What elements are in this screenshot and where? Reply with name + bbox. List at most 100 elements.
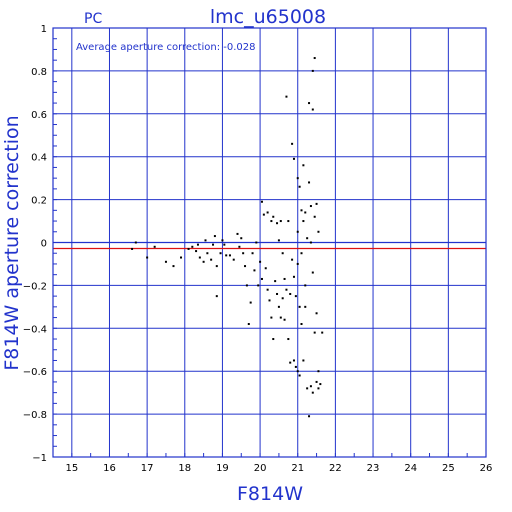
data-point xyxy=(315,312,318,315)
data-point xyxy=(300,323,303,326)
data-point xyxy=(277,239,280,242)
data-point xyxy=(294,295,297,298)
data-point xyxy=(266,211,269,214)
data-point xyxy=(309,385,312,388)
data-point xyxy=(315,380,318,383)
data-point xyxy=(285,95,288,98)
data-point xyxy=(298,305,301,308)
data-point xyxy=(213,235,216,238)
data-point xyxy=(260,200,263,203)
x-tick-label: 24 xyxy=(404,463,417,474)
data-point xyxy=(206,252,209,255)
data-point xyxy=(292,359,295,362)
data-point xyxy=(291,258,294,261)
data-point xyxy=(238,245,241,248)
data-point xyxy=(315,202,318,205)
data-point xyxy=(281,252,284,255)
x-tick-label: 17 xyxy=(141,463,154,474)
data-point xyxy=(212,243,215,246)
data-point xyxy=(255,241,258,244)
data-point xyxy=(279,316,282,319)
data-point xyxy=(272,215,275,218)
data-point xyxy=(319,383,322,386)
x-tick-label: 21 xyxy=(291,463,304,474)
data-point xyxy=(281,297,284,300)
data-point xyxy=(291,142,294,145)
corner-label: PC xyxy=(84,11,102,27)
data-point xyxy=(311,69,314,72)
data-point xyxy=(292,275,295,278)
y-tick-label: 0.2 xyxy=(31,196,47,207)
data-point xyxy=(228,254,231,257)
plot-frame xyxy=(52,27,487,458)
data-point xyxy=(191,245,194,248)
data-point xyxy=(296,230,299,233)
average-annotation: Average aperture correction: -0.028 xyxy=(76,42,256,53)
data-point xyxy=(187,247,190,250)
data-point xyxy=(289,292,292,295)
data-point xyxy=(304,211,307,214)
data-point xyxy=(302,359,305,362)
data-point xyxy=(223,243,226,246)
data-point xyxy=(257,284,260,287)
x-tick-label: 25 xyxy=(442,463,455,474)
data-point xyxy=(285,288,288,291)
y-tick-label: 0 xyxy=(41,239,47,250)
data-point xyxy=(289,361,292,364)
axis-ticks: 15 16 17 18 19 20 21 22 23 24 25 26 1 0.8 0.6 0.4 0.2 0 −0… xyxy=(23,24,493,474)
data-point xyxy=(309,205,312,208)
y-tick-label: −0.6 xyxy=(23,367,47,378)
data-point xyxy=(311,391,314,394)
data-point xyxy=(215,295,218,298)
data-point xyxy=(277,305,280,308)
data-point xyxy=(298,374,301,377)
data-point xyxy=(300,209,303,212)
data-point xyxy=(266,288,269,291)
data-point xyxy=(276,222,279,225)
y-tick-label: 0.4 xyxy=(31,153,47,164)
data-point xyxy=(300,252,303,255)
data-point xyxy=(253,269,256,272)
data-point xyxy=(251,252,254,255)
y-tick-label: 0.8 xyxy=(31,67,47,78)
data-point xyxy=(311,271,314,274)
data-point xyxy=(279,220,282,223)
data-point xyxy=(146,256,149,259)
data-point xyxy=(164,260,167,263)
data-point xyxy=(221,239,224,242)
data-point xyxy=(131,247,134,250)
data-point xyxy=(270,316,273,319)
data-point xyxy=(304,284,307,287)
data-point xyxy=(304,305,307,308)
data-point xyxy=(296,370,299,373)
y-tick-label: −0.2 xyxy=(23,281,47,292)
data-point xyxy=(247,323,250,326)
data-point xyxy=(321,331,324,334)
data-point xyxy=(268,299,271,302)
data-point xyxy=(283,277,286,280)
data-point xyxy=(308,181,311,184)
data-point xyxy=(292,157,295,160)
data-point xyxy=(259,260,262,263)
data-point xyxy=(264,267,267,270)
data-point xyxy=(249,301,252,304)
data-point xyxy=(202,260,205,263)
data-point xyxy=(302,164,305,167)
data-point xyxy=(272,338,275,341)
data-point xyxy=(296,262,299,265)
data-point xyxy=(283,318,286,321)
data-point xyxy=(240,237,243,240)
data-point xyxy=(204,239,207,242)
data-point xyxy=(313,331,316,334)
data-point xyxy=(219,252,222,255)
data-point xyxy=(296,177,299,180)
reference-lines xyxy=(53,241,486,250)
x-tick-label: 26 xyxy=(480,463,493,474)
data-point xyxy=(298,185,301,188)
y-tick-label: −1 xyxy=(32,453,47,464)
data-point xyxy=(270,220,273,223)
data-point xyxy=(195,250,198,253)
data-point xyxy=(232,258,235,261)
data-point xyxy=(180,256,183,259)
